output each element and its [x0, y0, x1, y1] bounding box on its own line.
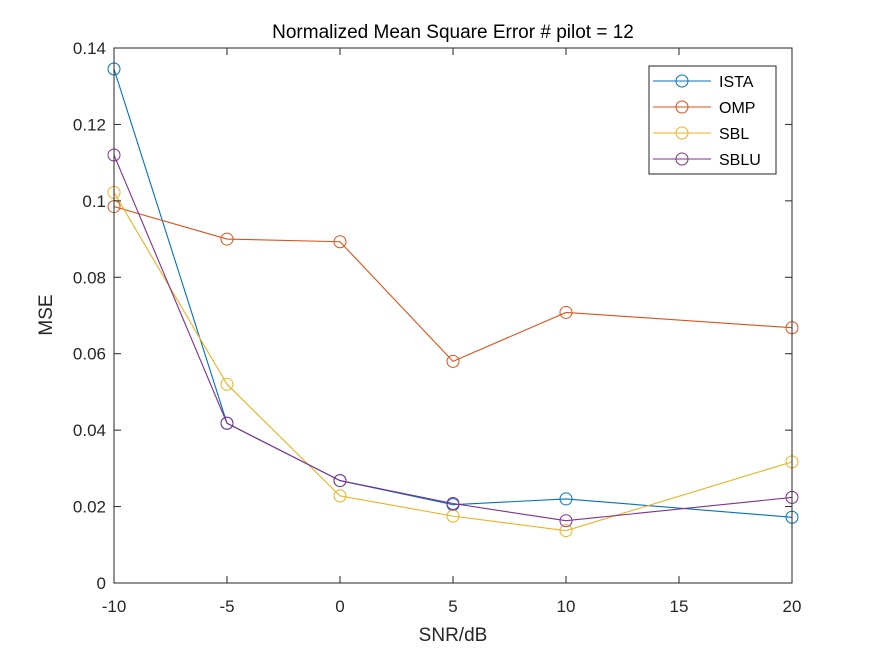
legend: ISTA OMP SBL SBLU	[648, 65, 777, 175]
legend-marker-sblu	[675, 152, 689, 166]
data-point-omp	[220, 232, 234, 246]
x-tick-label: 15	[670, 597, 689, 616]
y-tick-label: 0.14	[73, 39, 106, 58]
data-point-sblu	[220, 416, 234, 430]
series-line-omp	[113, 206, 793, 363]
x-tick-label: 10	[557, 597, 576, 616]
data-point-sbl	[559, 524, 573, 538]
legend-label-ista: ISTA	[719, 74, 754, 91]
legend-box	[648, 65, 777, 175]
legend-marker-omp	[675, 100, 689, 114]
x-tick-label: 20	[783, 597, 802, 616]
data-point-omp	[559, 305, 573, 319]
y-tick-label: 0.04	[73, 421, 106, 440]
data-point-omp	[333, 235, 347, 249]
legend-marker-sbl	[675, 126, 689, 140]
y-axis-label: MSE	[36, 294, 57, 335]
data-point-sbl	[446, 509, 460, 523]
data-point-omp	[446, 354, 460, 368]
legend-label-omp: OMP	[719, 100, 755, 117]
data-point-sblu	[446, 497, 460, 511]
legend-label-sblu: SBLU	[719, 152, 761, 169]
data-point-sblu	[559, 514, 573, 528]
series-line-ista	[113, 68, 793, 518]
series-line-sbl	[113, 192, 793, 532]
y-tick-label: 0.1	[82, 192, 106, 211]
x-tick-label: 0	[335, 597, 344, 616]
data-point-sblu	[333, 474, 347, 488]
x-tick-label: 5	[448, 597, 457, 616]
y-tick-label: 0.02	[73, 498, 106, 517]
ticks-layer: -10 -5 0 5 10 15 20 0 0.02 0.04 0.06 0.08 0.1 0.12 0.1…	[73, 39, 802, 616]
x-tick-label: -5	[219, 597, 234, 616]
legend-label-sbl: SBL	[719, 126, 749, 143]
legend-marker-ista	[675, 74, 689, 88]
y-tick-label: 0.12	[73, 115, 106, 134]
y-tick-label: 0.06	[73, 345, 106, 364]
data-point-ista	[559, 492, 573, 506]
data-point-sbl	[333, 489, 347, 503]
y-tick-label: 0	[97, 574, 106, 593]
data-point-sbl	[220, 377, 234, 391]
x-axis-label: SNR/dB	[419, 625, 488, 646]
y-tick-label: 0.08	[73, 268, 106, 287]
chart-title: Normalized Mean Square Error # pilot = 1…	[272, 22, 634, 43]
x-tick-label: -10	[102, 597, 127, 616]
series-line-sblu	[113, 154, 793, 522]
